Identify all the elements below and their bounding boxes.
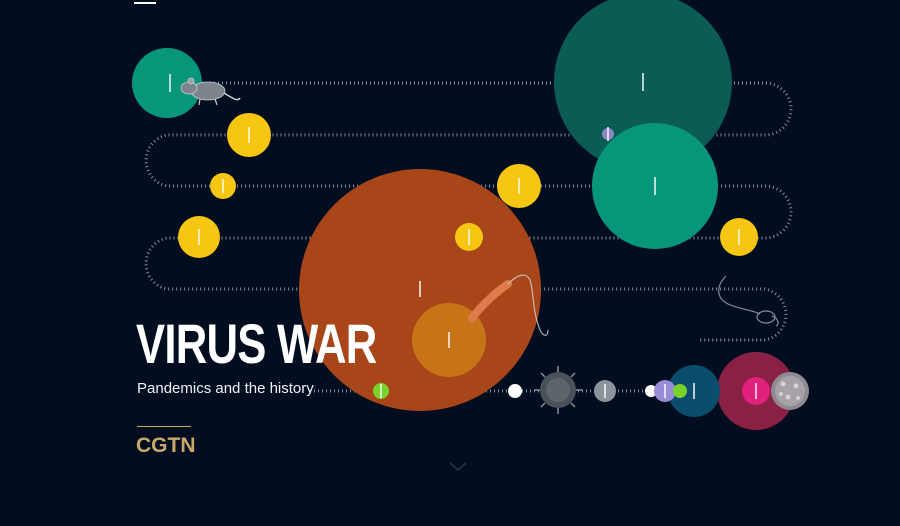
timeline-ticks xyxy=(169,73,757,399)
timeline-track xyxy=(144,81,793,342)
event-bubble[interactable] xyxy=(132,48,202,118)
chevron-down-icon[interactable] xyxy=(449,462,467,472)
menu-bar xyxy=(134,2,156,4)
coronavirus-icon xyxy=(534,366,582,414)
page-subtitle: Pandemics and the history xyxy=(137,380,314,397)
flagellate-microbe-icon xyxy=(718,275,779,327)
brand-divider xyxy=(137,426,191,427)
event-bubble[interactable] xyxy=(645,385,657,397)
bacterium-icon xyxy=(468,274,549,336)
hamburger-menu-icon[interactable] xyxy=(134,0,156,6)
brand-logo[interactable]: CGTN xyxy=(136,434,196,457)
virus-particle-icon xyxy=(771,372,809,410)
page-title: VIRUS WAR xyxy=(136,312,377,375)
event-bubble[interactable] xyxy=(673,384,687,398)
event-bubble[interactable] xyxy=(508,384,522,398)
rat-icon xyxy=(180,77,241,106)
